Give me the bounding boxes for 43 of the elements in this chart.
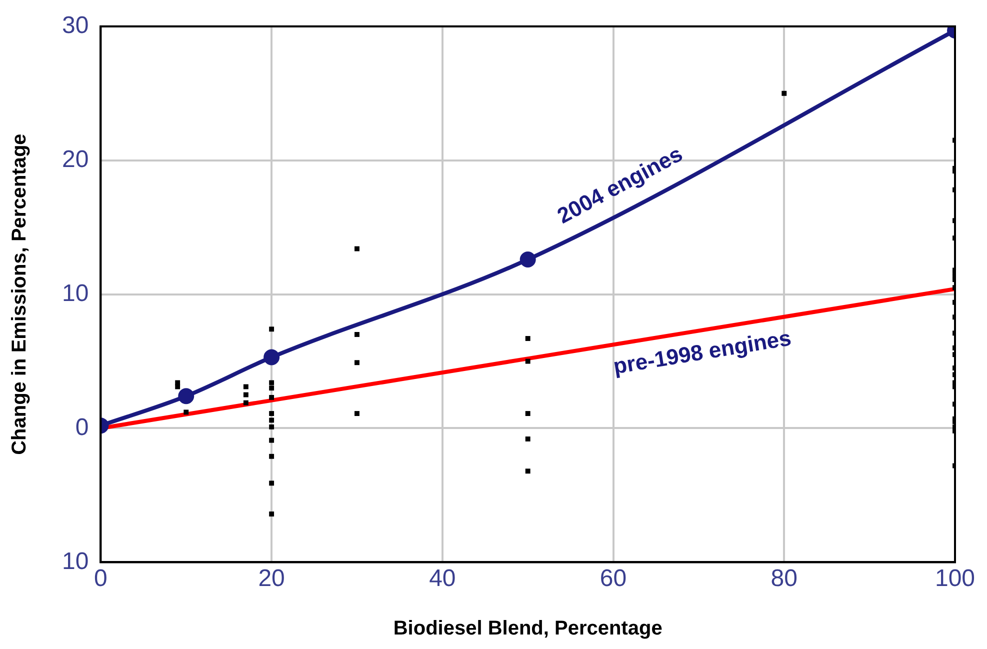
point	[525, 358, 530, 364]
y-tick-label: 0	[75, 414, 89, 441]
point	[354, 332, 360, 337]
point	[269, 418, 274, 423]
point	[243, 384, 248, 390]
point	[525, 411, 530, 416]
point	[264, 349, 280, 366]
x-axis-title: Biodiesel Blend, Percentage	[393, 618, 662, 640]
x-tick-label: 80	[770, 565, 798, 592]
x-tick-label: 40	[429, 565, 456, 592]
y-tick-label: 10	[62, 280, 89, 307]
y-axis-title: Change in Emissions, Percentage	[8, 134, 31, 455]
point	[269, 386, 274, 391]
point	[525, 336, 530, 341]
y-tick-label: 30	[62, 12, 89, 40]
point	[184, 410, 189, 415]
point	[269, 394, 274, 400]
y-tick-label: 20	[62, 146, 89, 173]
point	[520, 251, 536, 268]
x-tick-label: 100	[934, 565, 976, 592]
point	[243, 400, 248, 406]
point	[269, 480, 274, 486]
point	[782, 90, 787, 96]
point	[354, 360, 360, 366]
point	[354, 411, 360, 416]
y-tick-label: 10	[62, 548, 89, 575]
point	[175, 384, 180, 390]
point	[243, 392, 248, 398]
point	[269, 411, 274, 416]
text: pre-1998 engines	[612, 325, 793, 379]
x-tick-label: 20	[258, 565, 285, 592]
point	[269, 438, 274, 443]
point	[269, 326, 274, 332]
x-tick-label: 0	[94, 565, 108, 592]
point	[178, 388, 194, 404]
point	[269, 512, 274, 516]
point	[269, 424, 274, 430]
point	[269, 454, 274, 459]
point	[525, 468, 530, 474]
point	[269, 380, 274, 386]
x-tick-label: 60	[600, 565, 627, 592]
point	[525, 436, 530, 442]
point	[354, 246, 360, 252]
